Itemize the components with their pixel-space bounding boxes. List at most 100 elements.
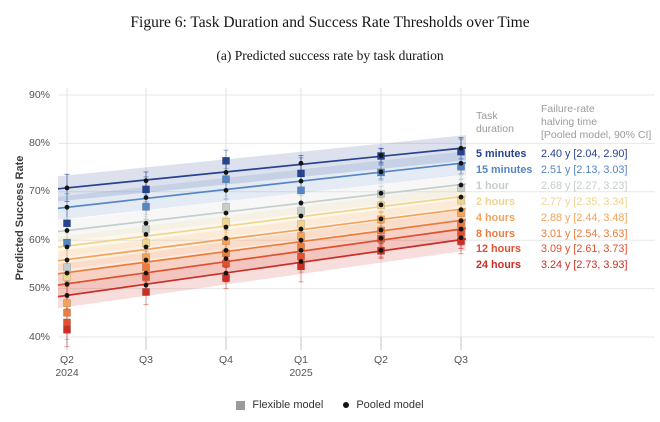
flexible-point — [297, 169, 305, 178]
flexible-point — [63, 325, 71, 334]
x-tick-label: Q2 — [59, 354, 74, 366]
y-tick-label: 90% — [28, 88, 50, 101]
pooled-point — [223, 270, 229, 276]
legend-halving-time-value: 3.24 y [2.73, 3.93] — [541, 259, 628, 272]
pooled-point — [64, 228, 70, 233]
legend-series-name: 15 minutes — [476, 163, 533, 176]
pooled-point — [64, 270, 70, 276]
legend-series-name: 2 hours — [476, 195, 515, 208]
legend-series-name: 1 hour — [476, 179, 509, 192]
pooled-point — [298, 247, 304, 253]
pooled-point — [458, 182, 464, 188]
flexible-point — [222, 156, 230, 165]
pooled-point — [223, 247, 229, 253]
pooled-point — [143, 257, 149, 263]
legend-header-task-duration: Task duration — [476, 110, 514, 135]
trend-line — [57, 146, 467, 190]
pooled-point — [143, 195, 149, 201]
pooled-point — [298, 237, 304, 243]
x-year-label: 2024 — [55, 367, 79, 379]
pooled-point — [143, 220, 149, 226]
y-tick-label: 50% — [28, 282, 50, 295]
flexible-point — [63, 263, 71, 272]
pooled-point — [64, 244, 70, 250]
pooled-point — [143, 231, 149, 237]
pooled-point — [143, 244, 149, 250]
pooled-point — [378, 169, 384, 175]
x-tick-label: Q1 — [293, 354, 308, 366]
y-tick-label: 80% — [28, 136, 50, 149]
y-axis-title: Predicted Success Rate — [14, 155, 26, 281]
pooled-point — [458, 235, 464, 241]
pooled-point — [378, 247, 384, 253]
legend-row-1-hour: 1 hour 2.68 y [2.27, 3.23] — [476, 180, 658, 196]
flexible-point — [63, 318, 71, 327]
flexible-point — [222, 202, 230, 211]
x-tick-label: Q2 — [373, 354, 388, 366]
trend-line — [57, 195, 467, 248]
flexible-point — [222, 175, 230, 184]
y-tick-label: 40% — [28, 330, 50, 343]
legend-series-name: 24 hours — [476, 259, 522, 272]
flexible-point — [297, 186, 305, 195]
legend-halving-time-value: 3.01 y [2.54, 3.63] — [541, 227, 628, 240]
pooled-point — [298, 226, 304, 232]
pooled-point — [223, 210, 229, 216]
pooled-model-label: Pooled model — [356, 399, 424, 411]
trend-line — [57, 218, 467, 275]
legend-series-name: 8 hours — [476, 227, 515, 240]
pooled-point — [378, 190, 384, 196]
model-legend: Flexible model Pooled model — [0, 399, 660, 411]
legend-series-name: 12 hours — [476, 243, 522, 256]
trend-line — [57, 183, 467, 233]
pooled-point — [378, 202, 384, 208]
pooled-point — [458, 226, 464, 232]
pooled-point — [64, 257, 70, 263]
pooled-point — [298, 160, 304, 166]
pooled-point — [223, 256, 229, 261]
legend-row-2-hours: 2 hours 2.77 y [2.35, 3.34] — [476, 196, 658, 212]
flexible-point — [63, 299, 71, 307]
flexible-point — [142, 185, 150, 194]
pooled-point — [458, 207, 464, 213]
trend-line — [57, 227, 467, 286]
legend-item-pooled-model: Pooled model — [343, 399, 424, 411]
pooled-point — [378, 227, 384, 233]
pooled-point — [223, 235, 229, 241]
legend-row-12-hours: 12 hours 3.09 y [2.61, 3.73] — [476, 243, 658, 259]
pooled-point — [298, 178, 304, 184]
flexible-point — [142, 225, 150, 233]
legend-halving-time-value: 2.51 y [2.13, 3.03] — [541, 163, 628, 176]
flexible-point — [142, 202, 150, 211]
legend-halving-time-value: 2.77 y [2.35, 3.34] — [541, 195, 628, 208]
pooled-point — [378, 235, 384, 241]
flexible-point — [63, 219, 71, 228]
pooled-point — [458, 160, 464, 166]
flexible-model-label: Flexible model — [252, 399, 324, 411]
pooled-point — [223, 170, 229, 175]
legend-row-15-minutes: 15 minutes 2.51 y [2.13, 3.03] — [476, 164, 658, 180]
legend-halving-time-value: 2.88 y [2.44, 3.48] — [541, 211, 628, 224]
pooled-point — [64, 281, 70, 287]
flexible-point — [142, 288, 150, 296]
pooled-point — [143, 270, 149, 276]
flexible-point — [142, 263, 150, 272]
pooled-point — [298, 213, 304, 219]
pooled-point — [378, 216, 384, 222]
pooled-point — [223, 224, 229, 230]
pooled-point — [298, 259, 304, 264]
flexible-model-square-icon — [236, 400, 246, 410]
trend-line — [57, 161, 467, 210]
legend-row-24-hours: 24 hours 3.24 y [2.73, 3.93] — [476, 259, 658, 275]
legend-series-name: 4 hours — [476, 211, 515, 224]
legend-header-halving-time: Failure-rate halving time [Pooled model,… — [541, 103, 652, 141]
legend-item-flexible-model: Flexible model — [236, 399, 323, 411]
pooled-point — [378, 153, 384, 158]
figure-subtitle: (a) Predicted success rate by task durat… — [216, 48, 444, 63]
legend-halving-time-value: 2.68 y [2.27, 3.23] — [541, 179, 628, 192]
legend-halving-time-value: 3.09 y [2.61, 3.73] — [541, 243, 628, 256]
legend-series-name: 5 minutes — [476, 148, 527, 160]
pooled-point — [223, 187, 229, 193]
legend-row-4-hours: 4 hours 2.88 y [2.44, 3.48] — [476, 212, 658, 228]
